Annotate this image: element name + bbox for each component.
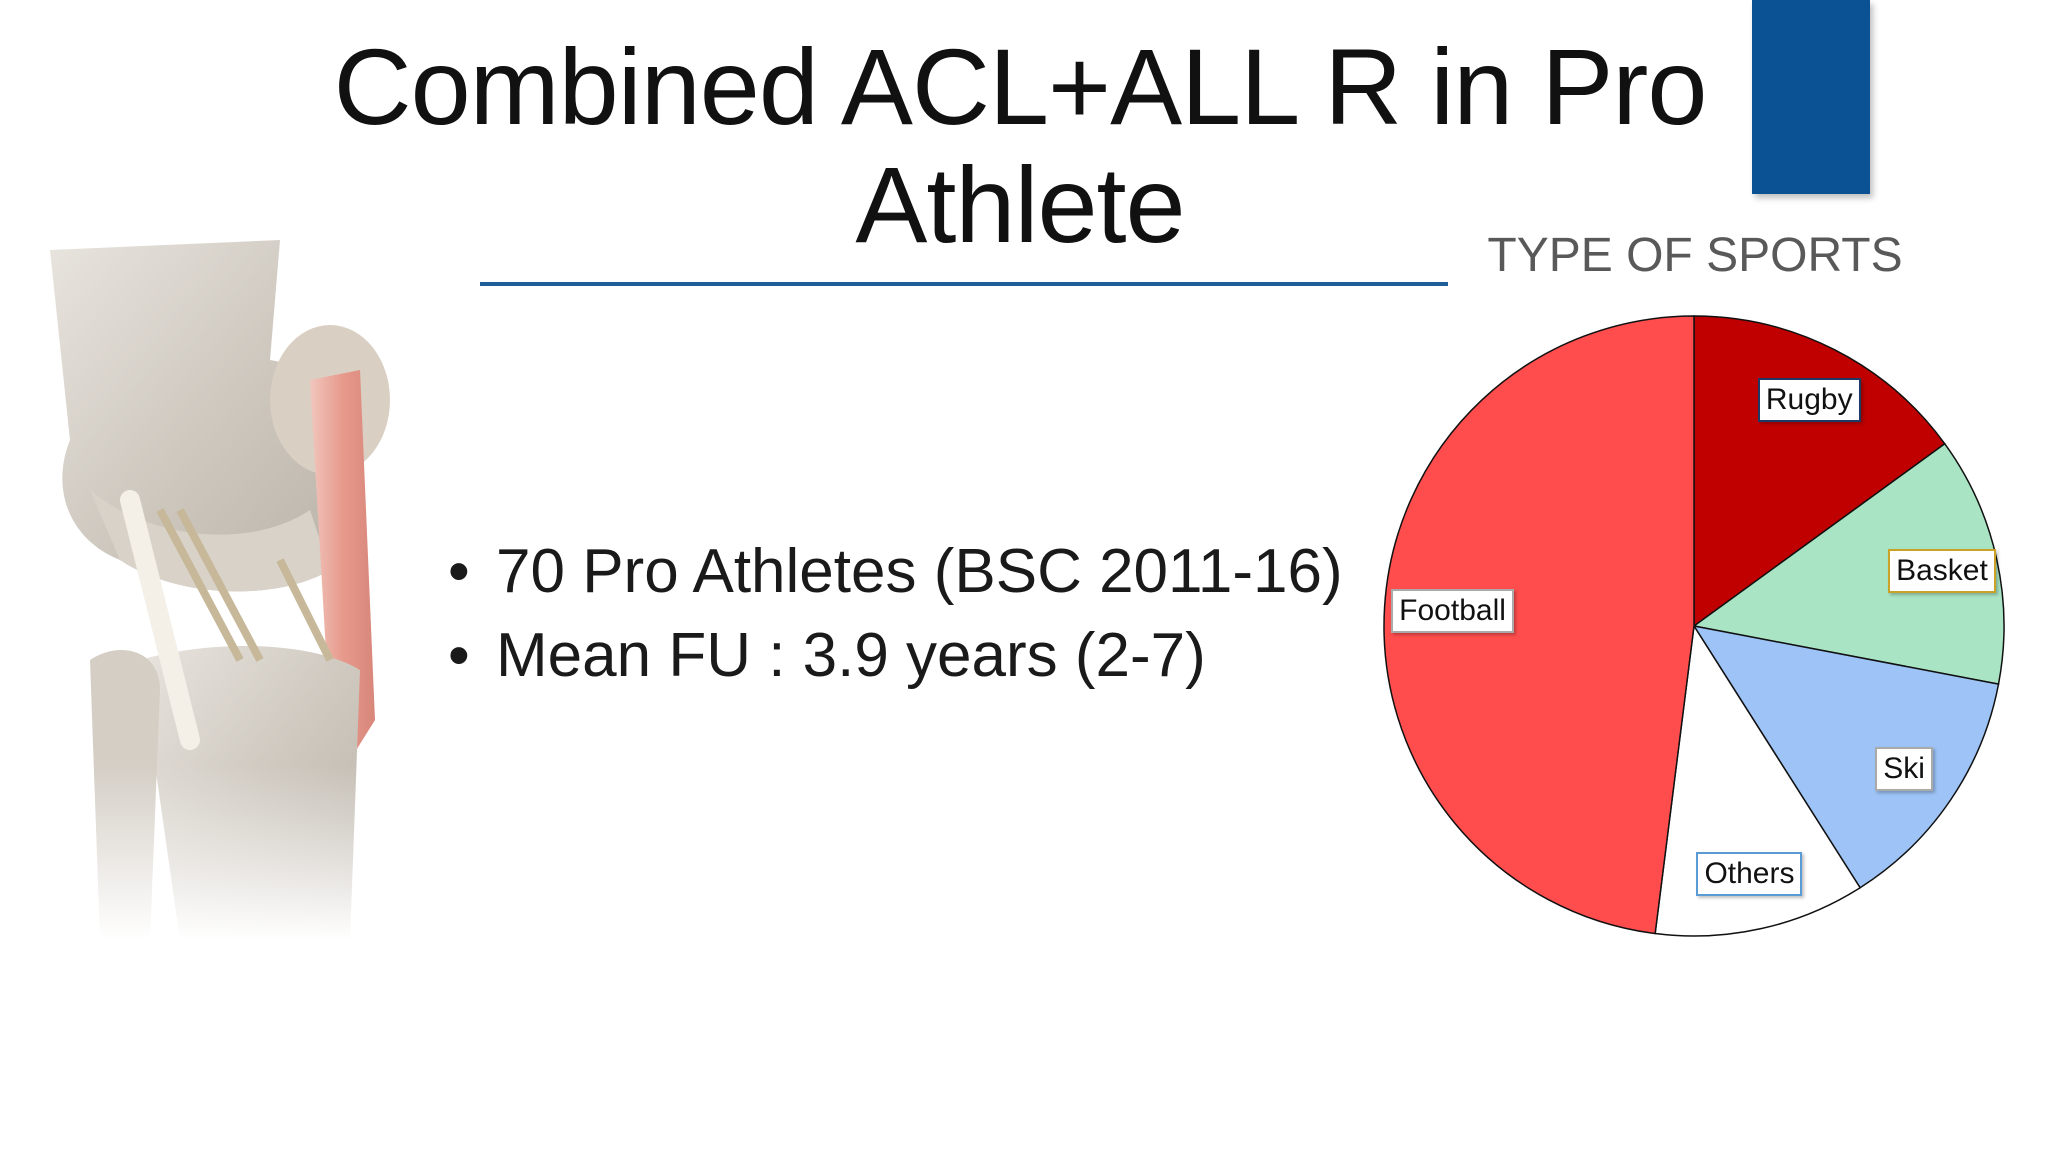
bullet-list: • 70 Pro Athletes (BSC 2011-16) • Mean F… bbox=[440, 530, 1343, 698]
pie-slice-football bbox=[1383, 315, 1695, 935]
accent-bar bbox=[1752, 0, 1870, 194]
pie-label-others: Others bbox=[1696, 852, 1803, 897]
chart-title: TYPE OF SPORTS bbox=[1487, 229, 1903, 282]
bullet-item: • 70 Pro Athletes (BSC 2011-16) bbox=[440, 530, 1343, 614]
slide-title: Combined ACL+ALL R in Pro Athlete bbox=[333, 26, 1708, 265]
bullet-text: 70 Pro Athletes (BSC 2011-16) bbox=[496, 537, 1343, 606]
pie-slice-rugby bbox=[1693, 315, 1946, 628]
pie-label-football: Football bbox=[1391, 588, 1514, 633]
bullet-text: Mean FU : 3.9 years (2-7) bbox=[496, 621, 1206, 690]
pie-slice-basket bbox=[1692, 442, 2005, 685]
pie-slice-ski bbox=[1692, 624, 2000, 889]
pie-label-basket: Basket bbox=[1888, 548, 1996, 593]
pie-chart bbox=[1383, 315, 2005, 937]
title-underline bbox=[480, 282, 1448, 286]
bullet-marker: • bbox=[448, 621, 470, 690]
knee-anatomy-illustration bbox=[30, 240, 500, 940]
bullet-marker: • bbox=[448, 537, 470, 606]
bullet-item: • Mean FU : 3.9 years (2-7) bbox=[440, 614, 1343, 698]
pie-label-ski: Ski bbox=[1875, 746, 1933, 791]
pie-label-rugby: Rugby bbox=[1757, 377, 1861, 422]
